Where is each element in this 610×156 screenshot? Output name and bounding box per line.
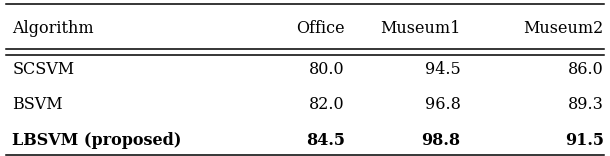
- Text: 98.8: 98.8: [422, 132, 461, 149]
- Text: Office: Office: [296, 20, 345, 37]
- Text: 96.8: 96.8: [425, 96, 461, 113]
- Text: BSVM: BSVM: [12, 96, 63, 113]
- Text: LBSVM (proposed): LBSVM (proposed): [12, 132, 182, 149]
- Text: 89.3: 89.3: [568, 96, 604, 113]
- Text: 84.5: 84.5: [306, 132, 345, 149]
- Text: SCSVM: SCSVM: [12, 61, 74, 78]
- Text: 86.0: 86.0: [568, 61, 604, 78]
- Text: 91.5: 91.5: [565, 132, 604, 149]
- Text: Algorithm: Algorithm: [12, 20, 94, 37]
- Text: Museum1: Museum1: [380, 20, 461, 37]
- Text: Museum2: Museum2: [523, 20, 604, 37]
- Text: 94.5: 94.5: [425, 61, 461, 78]
- Text: 82.0: 82.0: [309, 96, 345, 113]
- Text: 80.0: 80.0: [309, 61, 345, 78]
